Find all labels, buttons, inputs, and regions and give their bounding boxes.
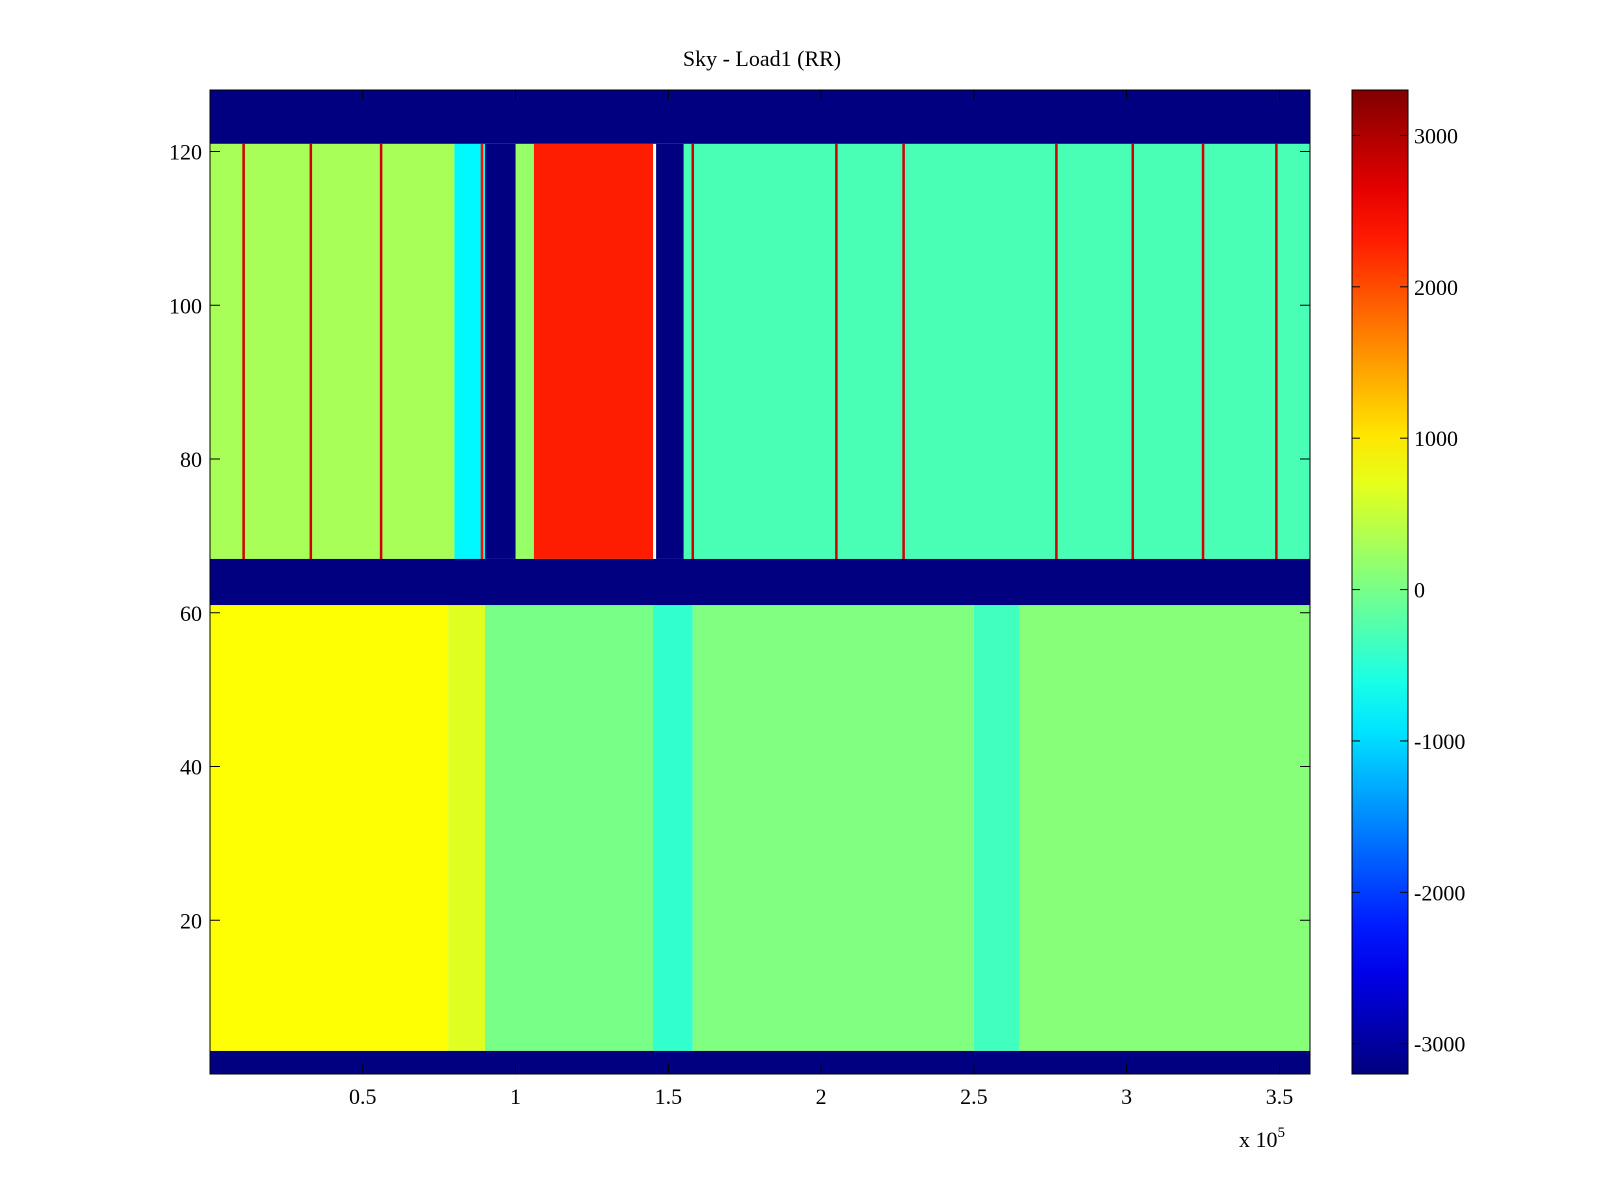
y-tick-label: 60 (180, 601, 202, 626)
colorbar: -3000 -2000 -1000 0 1000 2000 3000 (1351, 89, 1465, 1075)
heatmap-masked-bands (210, 90, 1310, 1074)
y-tick-label: 40 (180, 755, 202, 780)
colorbar-tick-label: -3000 (1414, 1032, 1465, 1057)
colorbar-tick-label: 0 (1414, 578, 1425, 603)
plot-area (210, 90, 1310, 1074)
heatmap-region-upper (515, 143, 534, 559)
x-exponent-base: x 10 (1239, 1127, 1278, 1152)
heatmap-region-upper (454, 143, 485, 559)
y-axis: 20 40 60 80 100 120 (169, 140, 1310, 933)
masked-band-horizontal (210, 1050, 1310, 1074)
colorbar-tick-label: 2000 (1414, 275, 1458, 300)
colorbar-tick-label: 3000 (1414, 123, 1458, 148)
heatmap-region-upper (683, 143, 1310, 559)
y-tick-label: 100 (169, 293, 202, 318)
masked-band-vertical (485, 143, 516, 559)
y-tick-label: 80 (180, 447, 202, 472)
x-tick-label: 2.5 (960, 1084, 988, 1109)
chart-title: Sky - Load1 (RR) (683, 46, 841, 71)
x-axis: 0.5 1 1.5 2 2.5 3 3.5 (349, 90, 1293, 1109)
x-tick-label: 1 (510, 1084, 521, 1109)
heatmap-region-upper (210, 143, 455, 559)
heatmap-cells (210, 143, 1310, 1051)
colorbar-tick-label: -2000 (1414, 880, 1465, 905)
heatmap-region-lower (653, 605, 693, 1051)
heatmap-region-upper (533, 143, 654, 559)
x-tick-label: 1.5 (655, 1084, 683, 1109)
heatmap-vertical-lines (242, 143, 1278, 559)
heatmap-region-lower (973, 605, 1020, 1051)
heatmap-region-lower (1019, 605, 1310, 1051)
colorbar-tick-label: 1000 (1414, 426, 1458, 451)
x-tick-label: 0.5 (349, 1084, 377, 1109)
x-tick-label: 3.5 (1266, 1084, 1294, 1109)
x-tick-label: 3 (1121, 1084, 1132, 1109)
heatmap-region-lower (485, 605, 654, 1051)
x-tick-label: 2 (816, 1084, 827, 1109)
x-exponent-label: x 105 (1239, 1125, 1285, 1152)
masked-band-horizontal (210, 558, 1310, 606)
masked-band-vertical (656, 143, 684, 559)
colorbar-gradient (1351, 89, 1409, 1075)
y-tick-label: 20 (180, 908, 202, 933)
masked-band-horizontal (210, 90, 1310, 144)
y-tick-label: 120 (169, 140, 202, 165)
heatmap-region-lower (692, 605, 974, 1051)
colorbar-ticks: -3000 -2000 -1000 0 1000 2000 3000 (1352, 123, 1465, 1057)
x-exponent-power: 5 (1278, 1125, 1286, 1141)
colorbar-tick-label: -1000 (1414, 729, 1465, 754)
plot-frame (209, 89, 1311, 1075)
heatmap-region-lower (448, 605, 485, 1051)
heatmap-region-lower (210, 605, 449, 1051)
